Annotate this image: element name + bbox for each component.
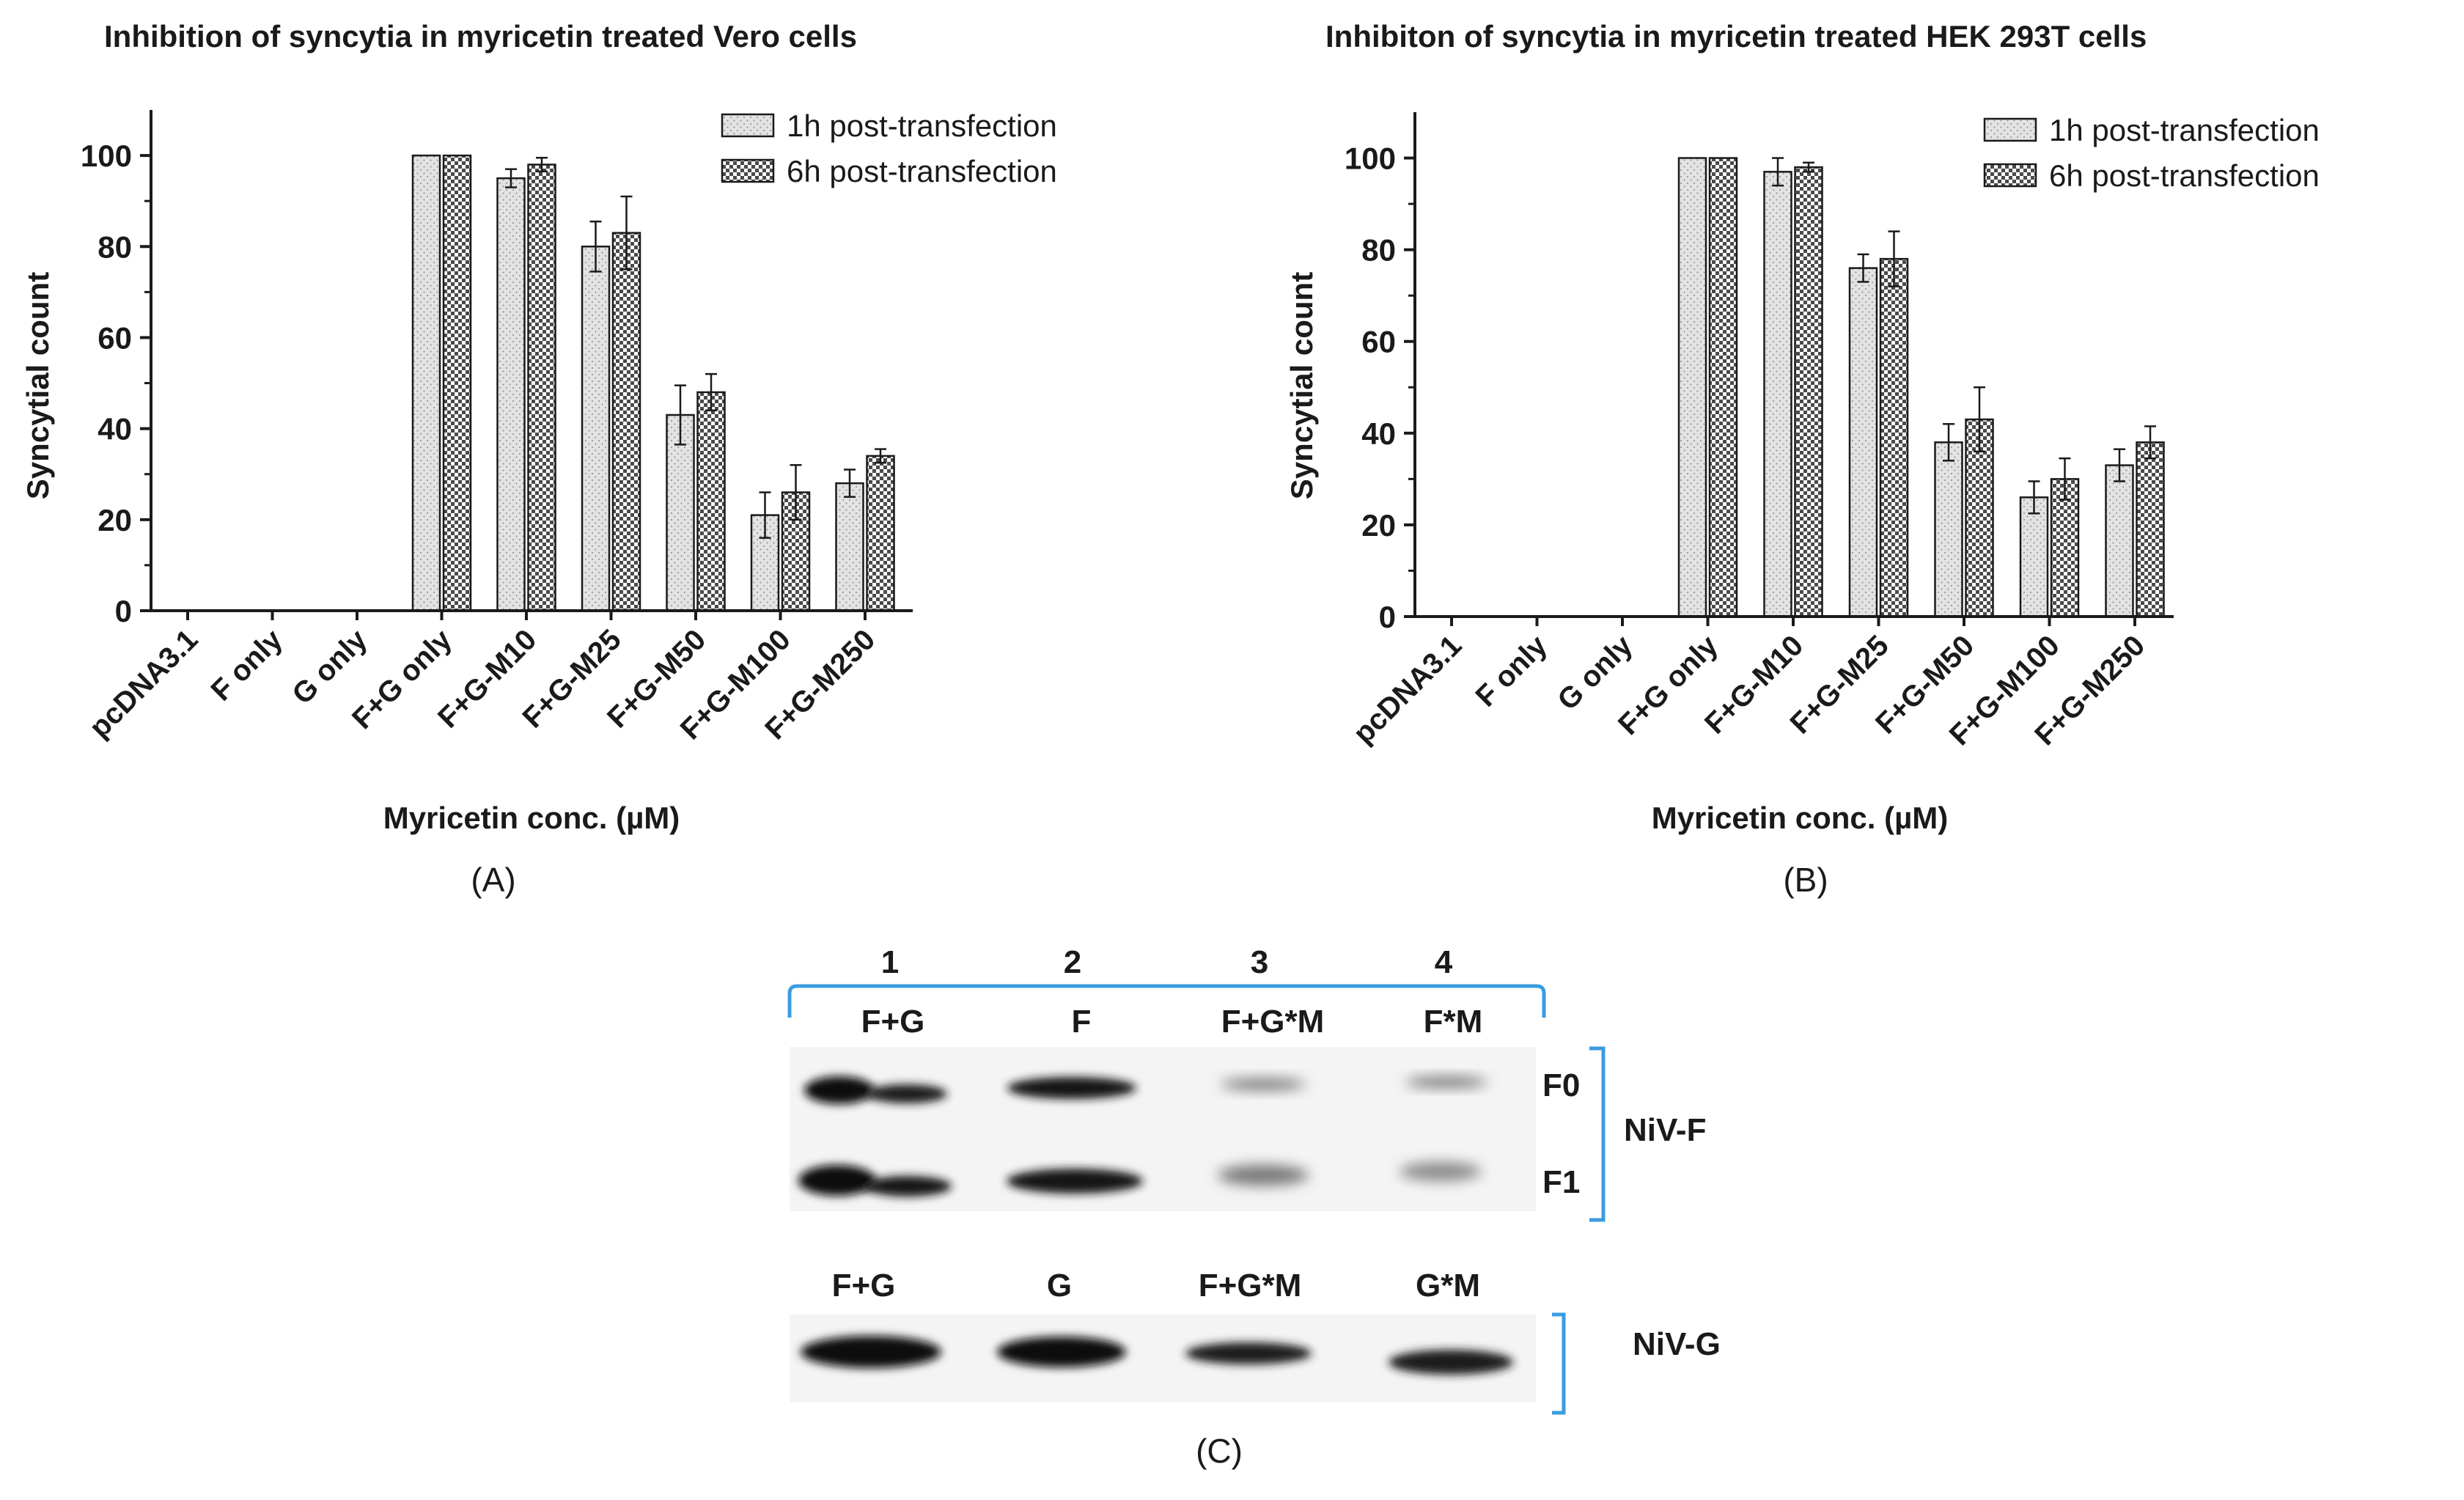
- lane-number-3: 3: [1251, 944, 1268, 980]
- bar-1-4: [496, 177, 526, 612]
- bottom-lane-label-3: F+G*M: [1199, 1268, 1302, 1304]
- niv-f-label: NiV-F: [1624, 1112, 1706, 1148]
- legend-swatch-2: [721, 158, 775, 183]
- chart-a: Inhibition of syncytia in myricetin trea…: [21, 19, 1057, 899]
- bar-2-4: [1794, 166, 1823, 618]
- y-tick-label-2: 40: [98, 412, 132, 446]
- chart-a-title: Inhibition of syncytia in myricetin trea…: [104, 19, 857, 54]
- bar-2-6: [696, 391, 726, 612]
- bar-1-3: [411, 154, 441, 612]
- legend-swatch-1: [1983, 117, 2037, 142]
- chart-b: Inhibiton of syncytia in myricetin treat…: [1284, 19, 2320, 899]
- bar-1-8: [2105, 464, 2134, 618]
- legend-swatch-2: [1983, 163, 2037, 188]
- x-tick-label-0: pcDNA3.1: [1347, 629, 1468, 750]
- x-tick-label-0: pcDNA3.1: [84, 623, 205, 744]
- y-tick-label-5: 100: [81, 139, 132, 173]
- bar-1-4: [1763, 171, 1792, 618]
- y-tick-label-1: 20: [1361, 508, 1396, 543]
- legend-label-1: 1h post-transfection: [787, 109, 1057, 143]
- top-lane-label-1: F+G: [861, 1004, 925, 1040]
- y-tick-label-0: 0: [115, 594, 132, 628]
- niv-f-blot-image: [790, 1047, 1536, 1211]
- lane-number-2: 2: [1064, 944, 1081, 980]
- legend-label-2: 6h post-transfection: [2049, 158, 2320, 193]
- chart-b-marks: [1677, 157, 2165, 618]
- bar-1-6: [666, 413, 695, 612]
- bottom-lane-label-2: G: [1047, 1268, 1072, 1304]
- chart-a-panel-label: (A): [471, 861, 515, 899]
- niv-f-bracket: [1589, 1046, 1606, 1222]
- legend-label-1: 1h post-transfection: [2049, 113, 2320, 147]
- y-tick-label-2: 40: [1361, 416, 1396, 451]
- top-lane-label-2: F: [1072, 1004, 1092, 1040]
- x-tick-label-1: F only: [205, 623, 289, 707]
- chart-a-ylabel: Syncytial count: [21, 272, 55, 499]
- x-tick-label-2: G only: [1551, 629, 1639, 717]
- chart-b-panel-label: (B): [1783, 861, 1828, 899]
- y-tick-label-1: 20: [98, 503, 132, 537]
- chart-b-legend: 1h post-transfection 6h post-transfection: [1983, 113, 2320, 193]
- y-tick-label-3: 60: [1361, 325, 1396, 359]
- bottom-lane-label-1: F+G: [832, 1268, 896, 1304]
- chart-b-xlabel: Myricetin conc. (µM): [1652, 801, 1949, 835]
- bar-1-8: [835, 482, 864, 612]
- band-label-f0: F0: [1542, 1067, 1580, 1103]
- bar-2-5: [1879, 257, 1909, 618]
- bar-1-5: [581, 246, 611, 612]
- y-tick-label-3: 60: [98, 320, 132, 355]
- legend-label-2: 6h post-transfection: [787, 154, 1057, 188]
- chart-a-legend: 1h post-transfection 6h post-transfection: [721, 109, 1057, 188]
- y-tick-label-0: 0: [1379, 600, 1396, 634]
- blot-panel-label: (C): [1196, 1432, 1243, 1470]
- bar-2-8: [2136, 441, 2165, 618]
- y-tick-label-5: 100: [1345, 141, 1396, 176]
- bar-1-5: [1848, 267, 1878, 618]
- top-lane-label-3: F+G*M: [1221, 1004, 1325, 1040]
- bar-1-7: [2019, 496, 2049, 618]
- y-tick-label-4: 80: [1361, 233, 1396, 268]
- niv-g-bracket: [1552, 1312, 1566, 1415]
- bar-2-3: [442, 154, 472, 612]
- bottom-lane-label-4: G*M: [1416, 1268, 1480, 1304]
- bar-2-3: [1708, 157, 1738, 618]
- bar-2-5: [611, 232, 641, 612]
- bar-2-8: [866, 455, 895, 612]
- legend-swatch-1: [721, 113, 775, 138]
- bar-1-6: [1934, 441, 1963, 618]
- chart-b-ylabel: Syncytial count: [1284, 272, 1319, 499]
- niv-g-label: NiV-G: [1633, 1326, 1721, 1362]
- bar-2-4: [527, 163, 556, 612]
- niv-g-blot-image: [790, 1315, 1536, 1402]
- lane-bracket: [787, 984, 1546, 1018]
- lane-number-1: 1: [881, 944, 899, 980]
- bar-1-3: [1677, 157, 1707, 618]
- chart-a-marks: [411, 154, 895, 612]
- western-blot: 1 2 3 4 F+G F F+G*M F*M F0 F1 NiV-F F+G …: [787, 944, 1721, 1470]
- y-tick-label-4: 80: [98, 229, 132, 264]
- chart-b-title: Inhibiton of syncytia in myricetin treat…: [1325, 19, 2147, 54]
- chart-a-xlabel: Myricetin conc. (µM): [383, 801, 680, 835]
- x-tick-label-1: F only: [1469, 629, 1553, 713]
- lane-number-4: 4: [1435, 944, 1453, 980]
- band-label-f1: F1: [1542, 1164, 1580, 1200]
- top-lane-label-4: F*M: [1424, 1004, 1483, 1040]
